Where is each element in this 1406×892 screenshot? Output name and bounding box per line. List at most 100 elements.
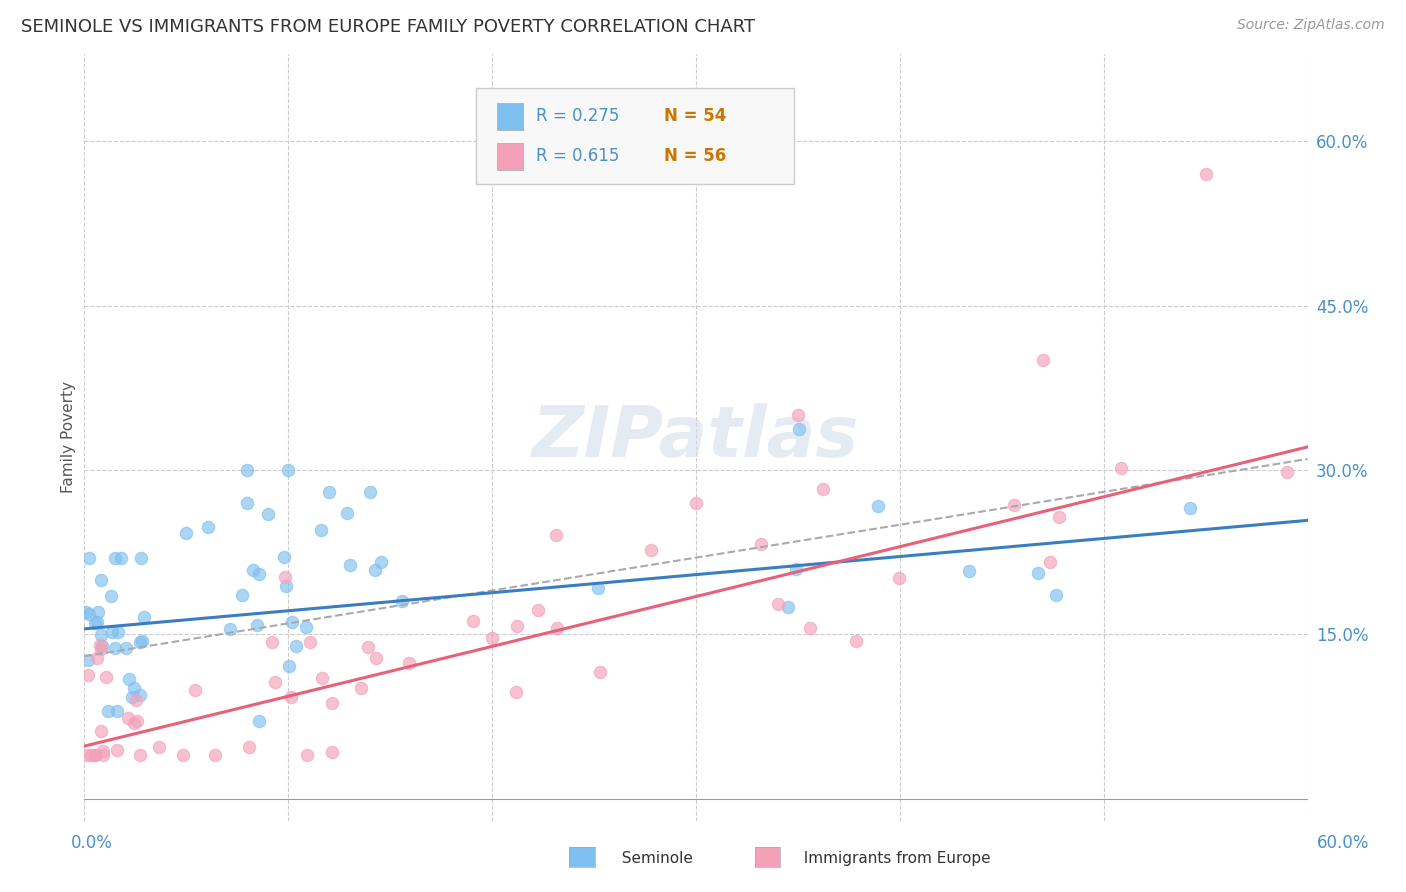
- Point: [115, 641, 138, 656]
- Point: [1195, 167, 1218, 181]
- Point: [845, 634, 868, 648]
- Point: [1002, 498, 1025, 512]
- Point: [246, 618, 269, 632]
- Point: [174, 526, 197, 541]
- Point: [105, 704, 128, 718]
- Point: [75, 606, 97, 620]
- Point: [101, 625, 124, 640]
- Text: R = 0.275: R = 0.275: [536, 107, 619, 126]
- Point: [247, 566, 270, 581]
- Point: [799, 621, 821, 635]
- Point: [236, 496, 259, 510]
- Point: [274, 579, 297, 593]
- Point: [366, 651, 388, 665]
- Point: [129, 635, 152, 649]
- Point: [685, 496, 707, 510]
- Point: [131, 633, 153, 648]
- Point: [294, 620, 316, 634]
- Point: [284, 639, 307, 653]
- Point: [889, 571, 911, 585]
- Point: [107, 624, 129, 639]
- Point: [110, 550, 132, 565]
- Point: [298, 635, 321, 649]
- Point: [321, 745, 343, 759]
- Point: [204, 747, 226, 762]
- Point: [527, 603, 550, 617]
- Point: [1180, 501, 1202, 516]
- Point: [90, 573, 112, 587]
- Point: [260, 635, 283, 649]
- Point: [311, 672, 333, 686]
- Point: [183, 683, 205, 698]
- Point: [77, 607, 100, 622]
- Point: [588, 581, 610, 595]
- Text: R = 0.615: R = 0.615: [536, 147, 619, 165]
- Point: [86, 615, 108, 629]
- Point: [83, 616, 105, 631]
- Y-axis label: Family Poverty: Family Poverty: [60, 381, 76, 493]
- Point: [318, 484, 340, 499]
- Point: [277, 659, 299, 673]
- Point: [277, 463, 299, 477]
- Point: [546, 621, 568, 635]
- Text: 0.0%: 0.0%: [70, 834, 112, 852]
- FancyBboxPatch shape: [496, 143, 523, 169]
- Point: [117, 711, 139, 725]
- Point: [749, 537, 772, 551]
- Text: N = 56: N = 56: [664, 147, 727, 165]
- Point: [80, 747, 103, 762]
- Point: [129, 688, 152, 702]
- Point: [84, 747, 107, 762]
- Point: [787, 408, 810, 422]
- Point: [274, 569, 297, 583]
- Point: [280, 615, 302, 630]
- Point: [866, 499, 889, 513]
- Text: Immigrants from Europe: Immigrants from Europe: [794, 851, 991, 865]
- Point: [589, 665, 612, 679]
- Point: [86, 650, 108, 665]
- Point: [100, 589, 122, 603]
- Point: [398, 656, 420, 670]
- Point: [76, 668, 98, 682]
- Point: [172, 747, 194, 762]
- Point: [134, 610, 156, 624]
- Point: [122, 716, 145, 731]
- Point: [357, 640, 380, 655]
- Point: [91, 639, 114, 653]
- Point: [544, 528, 567, 542]
- Point: [295, 747, 318, 762]
- Point: [96, 670, 118, 684]
- Point: [105, 743, 128, 757]
- Point: [104, 641, 127, 656]
- Point: [90, 628, 112, 642]
- Point: [122, 681, 145, 695]
- Point: [350, 681, 373, 695]
- Text: Source: ZipAtlas.com: Source: ZipAtlas.com: [1237, 18, 1385, 32]
- Point: [238, 739, 260, 754]
- Point: [197, 520, 219, 534]
- Point: [787, 422, 810, 436]
- Point: [89, 638, 111, 652]
- FancyBboxPatch shape: [475, 88, 794, 184]
- Point: [778, 600, 800, 615]
- Point: [339, 558, 361, 572]
- Point: [125, 693, 148, 707]
- Point: [257, 507, 280, 521]
- Point: [391, 594, 413, 608]
- Point: [263, 675, 285, 690]
- Point: [117, 672, 139, 686]
- Point: [97, 704, 120, 718]
- Point: [104, 550, 127, 565]
- Point: [321, 696, 343, 710]
- Point: [90, 641, 112, 656]
- Point: [76, 747, 98, 762]
- Point: [370, 555, 392, 569]
- Text: SEMINOLE VS IMMIGRANTS FROM EUROPE FAMILY POVERTY CORRELATION CHART: SEMINOLE VS IMMIGRANTS FROM EUROPE FAMIL…: [21, 18, 755, 36]
- Point: [77, 653, 100, 667]
- Point: [359, 484, 381, 499]
- Point: [219, 622, 242, 636]
- Point: [505, 685, 527, 699]
- Text: 60.0%: 60.0%: [1316, 834, 1369, 852]
- Point: [1109, 461, 1132, 475]
- Point: [129, 747, 152, 762]
